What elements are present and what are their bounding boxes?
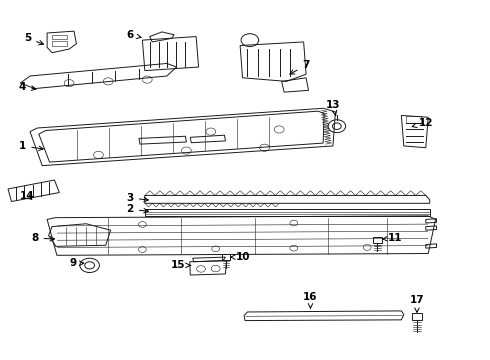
- Bar: [52, 35, 67, 39]
- Text: 3: 3: [126, 193, 148, 203]
- Text: 12: 12: [412, 118, 433, 128]
- Text: 16: 16: [303, 292, 318, 308]
- Bar: [52, 41, 67, 45]
- Text: 14: 14: [20, 191, 35, 201]
- Bar: [406, 116, 421, 123]
- Bar: [412, 314, 422, 320]
- Text: 15: 15: [171, 260, 191, 270]
- Text: 11: 11: [383, 233, 403, 243]
- Text: 13: 13: [326, 100, 340, 116]
- Text: 4: 4: [19, 82, 36, 92]
- Text: 5: 5: [24, 33, 44, 45]
- Bar: [373, 237, 382, 243]
- Text: 1: 1: [19, 141, 43, 151]
- Text: 6: 6: [126, 30, 141, 40]
- Text: 9: 9: [70, 258, 84, 268]
- Text: 17: 17: [410, 295, 424, 312]
- Text: 10: 10: [230, 252, 251, 262]
- Text: 8: 8: [31, 233, 54, 243]
- Text: 7: 7: [290, 60, 310, 74]
- Text: 2: 2: [126, 204, 148, 215]
- Bar: [221, 254, 230, 260]
